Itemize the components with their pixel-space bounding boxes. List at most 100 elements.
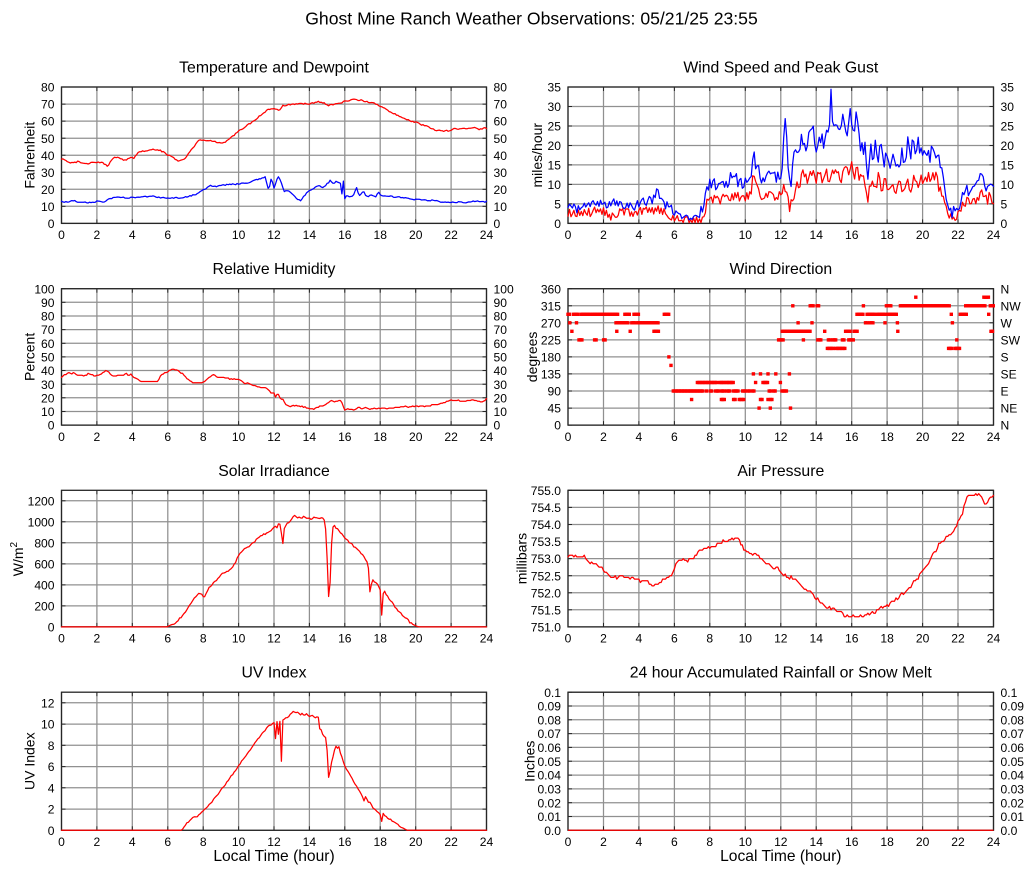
- svg-text:30: 30: [494, 378, 508, 392]
- svg-text:12: 12: [41, 696, 55, 710]
- svg-text:30: 30: [494, 166, 508, 180]
- svg-text:24: 24: [987, 430, 1001, 444]
- svg-text:40: 40: [41, 364, 55, 378]
- svg-text:UV Index: UV Index: [242, 665, 307, 682]
- svg-text:753.0: 753.0: [531, 552, 562, 566]
- svg-text:18: 18: [880, 632, 894, 646]
- svg-text:753.5: 753.5: [531, 535, 562, 549]
- svg-text:18: 18: [880, 228, 894, 242]
- svg-text:2: 2: [600, 228, 607, 242]
- svg-text:miles/hour: miles/hour: [529, 123, 545, 188]
- svg-text:8: 8: [706, 632, 713, 646]
- svg-text:25: 25: [1001, 120, 1015, 134]
- svg-text:0: 0: [565, 228, 572, 242]
- svg-text:90: 90: [494, 296, 508, 310]
- svg-text:15: 15: [548, 159, 562, 173]
- svg-text:8: 8: [706, 430, 713, 444]
- svg-text:22: 22: [444, 632, 458, 646]
- svg-text:6: 6: [671, 430, 678, 444]
- svg-text:24: 24: [480, 632, 494, 646]
- svg-text:Local Time (hour): Local Time (hour): [213, 848, 334, 865]
- svg-text:4: 4: [129, 632, 136, 646]
- svg-text:90: 90: [41, 296, 55, 310]
- svg-text:70: 70: [494, 98, 508, 112]
- svg-text:16: 16: [338, 835, 352, 849]
- svg-text:40: 40: [494, 149, 508, 163]
- svg-text:0.01: 0.01: [537, 810, 561, 824]
- svg-text:6: 6: [48, 760, 55, 774]
- svg-text:10: 10: [232, 228, 246, 242]
- svg-text:24: 24: [480, 228, 494, 242]
- svg-text:35: 35: [548, 81, 562, 95]
- svg-text:W: W: [1001, 316, 1013, 330]
- svg-text:5: 5: [554, 198, 561, 212]
- svg-text:0.03: 0.03: [1001, 783, 1025, 797]
- svg-text:2: 2: [94, 228, 101, 242]
- svg-text:270: 270: [541, 316, 561, 330]
- svg-text:30: 30: [41, 378, 55, 392]
- svg-text:18: 18: [373, 632, 387, 646]
- svg-text:751.0: 751.0: [531, 621, 562, 635]
- svg-text:751.5: 751.5: [531, 603, 562, 617]
- svg-text:80: 80: [494, 310, 508, 324]
- svg-text:0.06: 0.06: [1001, 741, 1025, 755]
- svg-text:20: 20: [409, 835, 423, 849]
- svg-text:14: 14: [303, 632, 317, 646]
- svg-text:8: 8: [200, 632, 207, 646]
- svg-text:8: 8: [48, 739, 55, 753]
- svg-text:N: N: [1001, 419, 1010, 433]
- svg-text:60: 60: [494, 337, 508, 351]
- svg-text:0.07: 0.07: [1001, 727, 1025, 741]
- svg-text:0: 0: [494, 419, 501, 433]
- svg-text:0: 0: [48, 621, 55, 635]
- svg-text:12: 12: [774, 632, 788, 646]
- svg-text:14: 14: [303, 835, 317, 849]
- svg-text:22: 22: [951, 835, 965, 849]
- svg-text:2: 2: [48, 803, 55, 817]
- svg-text:W/m2: W/m2: [9, 541, 26, 576]
- svg-text:6: 6: [164, 228, 171, 242]
- svg-text:8: 8: [200, 835, 207, 849]
- svg-text:600: 600: [34, 558, 54, 572]
- svg-text:315: 315: [541, 299, 561, 313]
- svg-text:12: 12: [774, 430, 788, 444]
- svg-text:20: 20: [916, 430, 930, 444]
- svg-text:60: 60: [494, 115, 508, 129]
- svg-text:0.1: 0.1: [544, 686, 561, 700]
- svg-text:NE: NE: [1001, 402, 1018, 416]
- svg-text:0: 0: [494, 217, 501, 231]
- svg-text:24: 24: [987, 632, 1001, 646]
- svg-text:0.09: 0.09: [537, 700, 561, 714]
- svg-text:25: 25: [548, 120, 562, 134]
- svg-text:6: 6: [671, 228, 678, 242]
- svg-text:14: 14: [809, 228, 823, 242]
- svg-text:8: 8: [200, 430, 207, 444]
- svg-text:2: 2: [94, 835, 101, 849]
- svg-text:200: 200: [34, 600, 54, 614]
- svg-text:2: 2: [600, 430, 607, 444]
- svg-text:18: 18: [880, 430, 894, 444]
- svg-text:16: 16: [845, 835, 859, 849]
- svg-text:4: 4: [636, 228, 643, 242]
- svg-text:225: 225: [541, 334, 561, 348]
- svg-text:10: 10: [232, 430, 246, 444]
- svg-text:50: 50: [494, 351, 508, 365]
- svg-text:0: 0: [58, 835, 65, 849]
- svg-text:12: 12: [267, 835, 281, 849]
- svg-text:90: 90: [548, 385, 562, 399]
- svg-text:24: 24: [987, 228, 1001, 242]
- svg-text:6: 6: [164, 835, 171, 849]
- svg-text:Wind Direction: Wind Direction: [729, 261, 832, 278]
- svg-text:22: 22: [444, 228, 458, 242]
- svg-text:Solar Irradiance: Solar Irradiance: [218, 463, 330, 480]
- svg-text:45: 45: [548, 402, 562, 416]
- svg-text:18: 18: [373, 228, 387, 242]
- svg-text:0.04: 0.04: [1001, 769, 1025, 783]
- svg-text:0: 0: [554, 217, 561, 231]
- svg-text:30: 30: [548, 100, 562, 114]
- svg-text:12: 12: [774, 835, 788, 849]
- svg-text:24: 24: [480, 430, 494, 444]
- svg-text:8: 8: [706, 228, 713, 242]
- svg-text:80: 80: [41, 81, 55, 95]
- svg-text:24: 24: [987, 835, 1001, 849]
